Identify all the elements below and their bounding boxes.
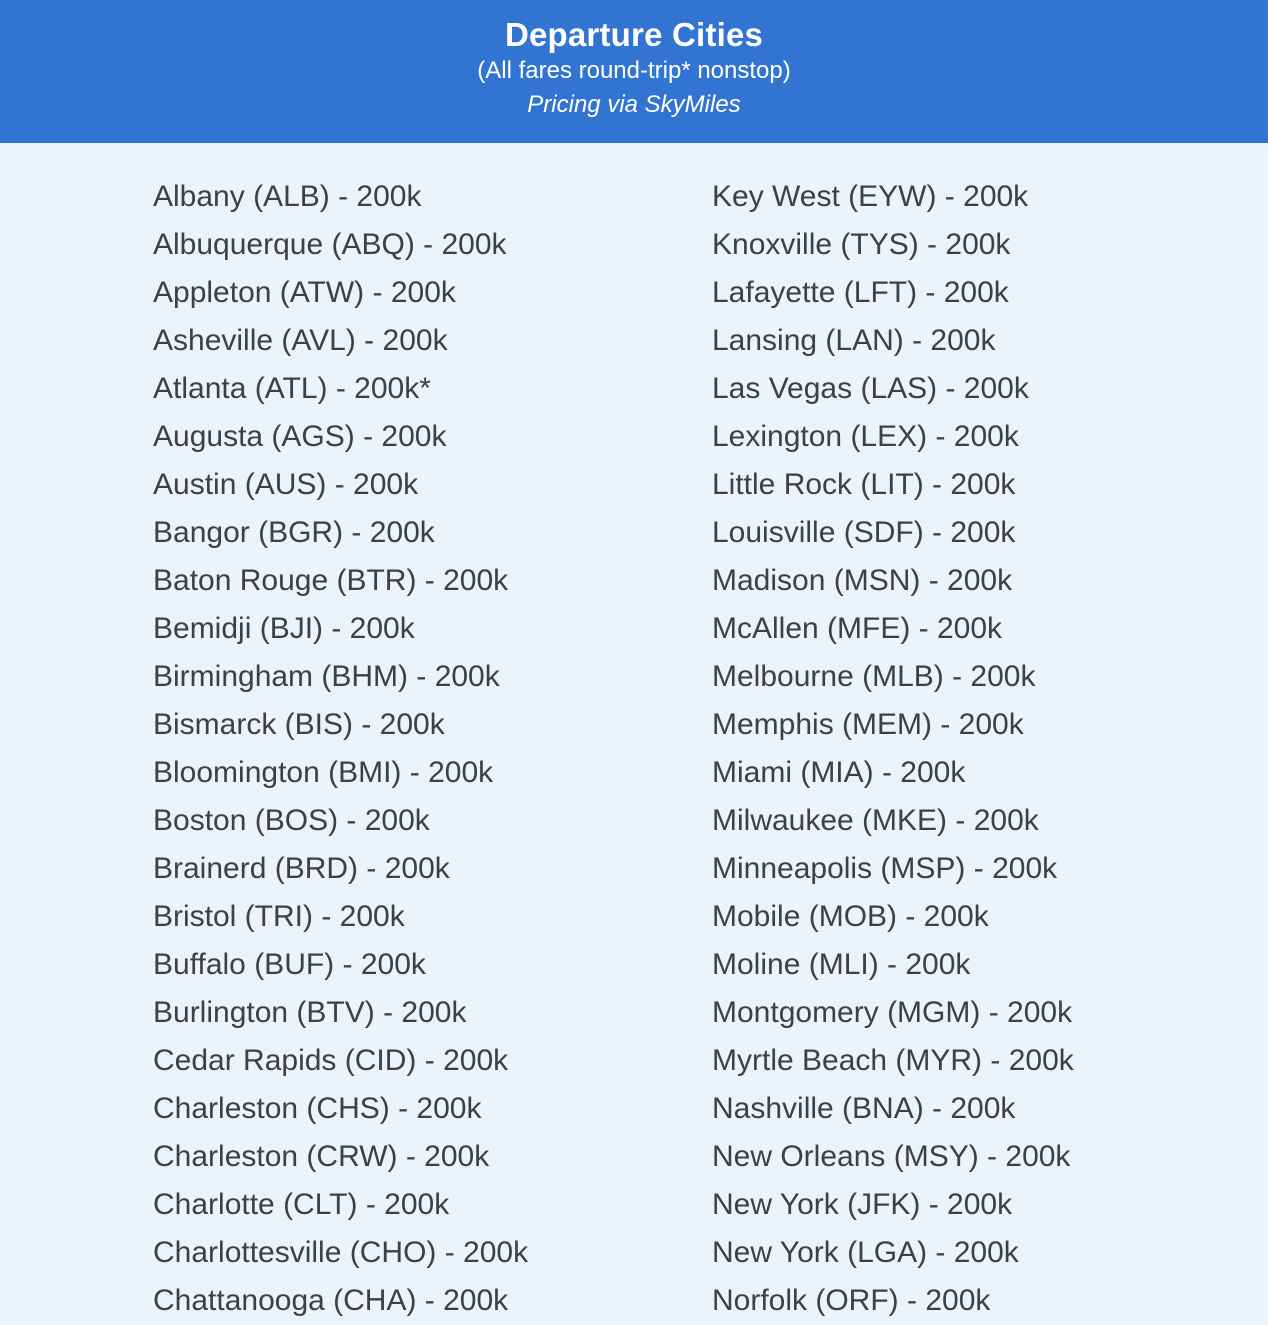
city-fare-item: Albuquerque (ABQ) - 200k [153, 228, 507, 261]
city-column-left: Albany (ALB) - 200k Albuquerque (ABQ) - 2… [153, 173, 712, 1325]
city-fare-item: New Orleans (MSY) - 200k [712, 1140, 1071, 1173]
pricing-note: Pricing via SkyMiles [527, 91, 741, 118]
city-fare-item: Bristol (TRI) - 200k [153, 900, 405, 933]
city-fare-item: Charleston (CHS) - 200k [153, 1092, 482, 1125]
city-fare-item: Little Rock (LIT) - 200k [712, 468, 1016, 501]
city-fare-item: Memphis (MEM) - 200k [712, 708, 1024, 741]
city-fare-item: Lexington (LEX) - 200k [712, 420, 1019, 453]
city-fare-item: Las Vegas (LAS) - 200k [712, 372, 1029, 405]
page-title: Departure Cities [504, 16, 764, 53]
city-fare-item: Norfolk (ORF) - 200k [712, 1284, 991, 1317]
city-fare-item: Appleton (ATW) - 200k [153, 276, 456, 309]
city-fare-item: Moline (MLI) - 200k [712, 948, 971, 981]
city-fare-item: Boston (BOS) - 200k [153, 804, 430, 837]
city-fare-item: Montgomery (MGM) - 200k [712, 996, 1073, 1029]
city-fare-item: Augusta (AGS) - 200k [153, 420, 447, 453]
city-fare-item: Atlanta (ATL) - 200k* [153, 372, 431, 405]
city-fare-item: Brainerd (BRD) - 200k [153, 852, 450, 885]
city-fare-item: Milwaukee (MKE) - 200k [712, 804, 1039, 837]
city-fare-item: Cedar Rapids (CID) - 200k [153, 1044, 509, 1077]
city-fare-item: Asheville (AVL) - 200k [153, 324, 448, 357]
header-banner: Departure Cities (All fares round-trip* … [0, 0, 1268, 143]
departure-city-list: Albany (ALB) - 200k Albuquerque (ABQ) - 2… [0, 143, 1268, 1325]
city-fare-item: Louisville (SDF) - 200k [712, 516, 1016, 549]
city-fare-item: Buffalo (BUF) - 200k [153, 948, 426, 981]
city-fare-item: Charleston (CRW) - 200k [153, 1140, 490, 1173]
city-fare-item: Bangor (BGR) - 200k [153, 516, 435, 549]
city-fare-item: Bemidji (BJI) - 200k [153, 612, 415, 645]
city-fare-item: New York (LGA) - 200k [712, 1236, 1019, 1269]
city-fare-item: Minneapolis (MSP) - 200k [712, 852, 1058, 885]
city-fare-item: New York (JFK) - 200k [712, 1188, 1013, 1221]
city-fare-item: Lansing (LAN) - 200k [712, 324, 996, 357]
city-fare-item: Burlington (BTV) - 200k [153, 996, 467, 1029]
city-fare-item: Miami (MIA) - 200k [712, 756, 966, 789]
city-fare-item: McAllen (MFE) - 200k [712, 612, 1003, 645]
city-fare-item: Mobile (MOB) - 200k [712, 900, 989, 933]
city-fare-item: Baton Rouge (BTR) - 200k [153, 564, 509, 597]
city-fare-item: Knoxville (TYS) - 200k [712, 228, 1011, 261]
city-fare-item: Madison (MSN) - 200k [712, 564, 1013, 597]
city-fare-item: Myrtle Beach (MYR) - 200k [712, 1044, 1074, 1077]
city-fare-item: Lafayette (LFT) - 200k [712, 276, 1009, 309]
city-fare-item: Bismarck (BIS) - 200k [153, 708, 445, 741]
city-fare-item: Albany (ALB) - 200k [153, 180, 422, 213]
city-fare-item: Nashville (BNA) - 200k [712, 1092, 1016, 1125]
city-fare-item: Austin (AUS) - 200k [153, 468, 419, 501]
city-fare-item: Charlottesville (CHO) - 200k [153, 1236, 529, 1269]
city-fare-item: Charlotte (CLT) - 200k [153, 1188, 450, 1221]
city-fare-item: Bloomington (BMI) - 200k [153, 756, 494, 789]
fare-conditions-note: (All fares round-trip* nonstop) [477, 57, 791, 84]
city-fare-item: Melbourne (MLB) - 200k [712, 660, 1036, 693]
city-fare-item: Key West (EYW) - 200k [712, 180, 1029, 213]
city-column-right: Key West (EYW) - 200k Knoxville (TYS) - 2… [712, 173, 1268, 1325]
city-fare-item: Chattanooga (CHA) - 200k [153, 1284, 509, 1317]
city-fare-item: Birmingham (BHM) - 200k [153, 660, 500, 693]
